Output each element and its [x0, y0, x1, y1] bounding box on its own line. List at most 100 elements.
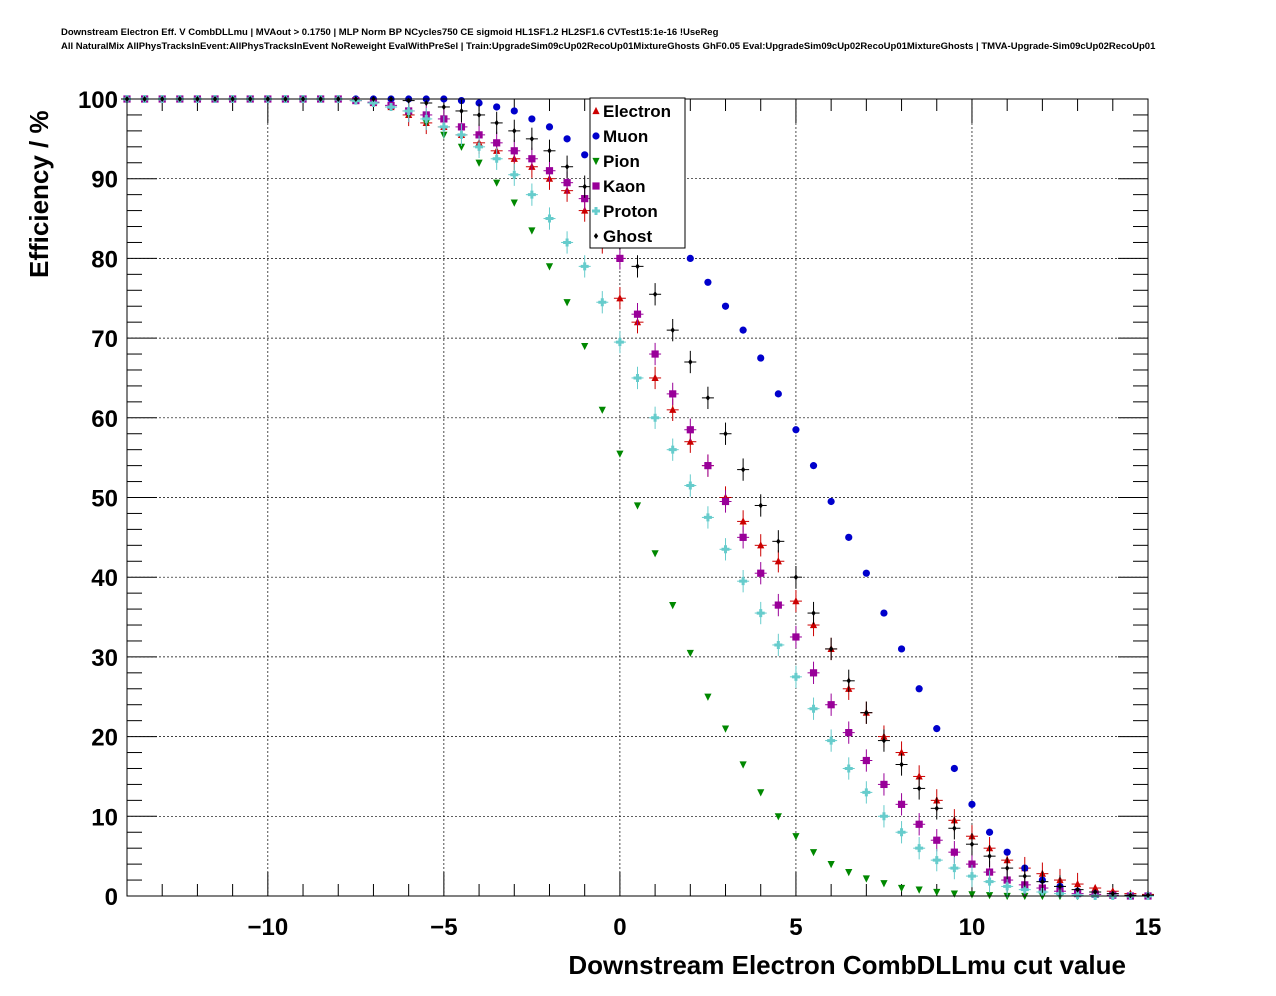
- point-proton: [985, 877, 994, 886]
- point-electron: [581, 206, 589, 214]
- y-tick-label: 100: [78, 87, 118, 114]
- point-muon: [792, 426, 800, 434]
- point-ghost: [899, 761, 904, 768]
- y-tick-label: 10: [91, 804, 118, 831]
- legend-box: [589, 97, 686, 249]
- point-pion: [669, 601, 677, 610]
- legend-marker-electron: [592, 106, 600, 115]
- point-muon: [950, 764, 958, 773]
- point-kaon: [862, 756, 870, 765]
- point-ghost: [793, 574, 799, 581]
- point-proton: [563, 238, 572, 247]
- point-kaon: [528, 155, 536, 163]
- legend-label-ghost: Ghost: [603, 227, 652, 246]
- point-muon: [757, 354, 765, 362]
- point-ghost: [1110, 890, 1115, 897]
- point-muon: [1003, 848, 1011, 856]
- point-electron: [774, 557, 782, 565]
- point-muon: [493, 103, 501, 111]
- point-proton: [527, 190, 536, 199]
- point-pion: [457, 143, 466, 151]
- point-pion: [809, 849, 818, 857]
- point-ghost: [688, 359, 693, 366]
- point-ghost: [1057, 883, 1063, 890]
- y-axis-title: Efficiency / %: [24, 110, 54, 278]
- point-pion: [686, 649, 694, 658]
- point-kaon: [545, 167, 554, 175]
- legend-label-muon: Muon: [603, 127, 648, 146]
- point-pion: [704, 693, 712, 701]
- point-kaon: [616, 254, 624, 262]
- point-electron: [897, 748, 906, 756]
- point-ghost: [1040, 878, 1045, 885]
- point-ghost: [670, 327, 675, 334]
- legend-marker-muon: [592, 132, 600, 140]
- legend: Electron Muon Pion Kaon Proton Ghost: [589, 97, 686, 249]
- chart-title-line-2: All NaturalMix AllPhysTracksInEvent:AllP…: [61, 41, 1156, 52]
- x-tick-label: 0: [613, 914, 626, 941]
- point-ghost: [1004, 865, 1010, 872]
- x-tick-label: 10: [959, 914, 986, 941]
- point-muon: [563, 135, 571, 143]
- point-muon: [933, 725, 941, 733]
- point-proton: [739, 577, 748, 586]
- point-pion: [563, 299, 571, 307]
- point-electron: [757, 541, 765, 549]
- point-ghost: [705, 394, 711, 401]
- point-proton: [492, 154, 501, 163]
- point-ghost: [582, 183, 587, 190]
- point-ghost: [864, 709, 869, 716]
- point-kaon: [721, 497, 730, 506]
- point-pion: [545, 263, 554, 271]
- point-muon: [897, 645, 906, 653]
- point-ghost: [723, 430, 728, 437]
- point-pion: [510, 199, 518, 207]
- point-kaon: [581, 195, 589, 203]
- point-pion: [739, 761, 747, 769]
- point-ghost: [529, 135, 535, 142]
- legend-label-kaon: Kaon: [603, 177, 646, 196]
- point-proton: [668, 445, 677, 454]
- point-muon: [827, 497, 835, 506]
- point-electron: [1073, 879, 1082, 888]
- point-proton: [633, 373, 642, 382]
- point-ghost: [881, 737, 887, 744]
- point-ghost: [652, 291, 658, 298]
- point-proton: [827, 736, 836, 745]
- point-proton: [774, 640, 783, 649]
- point-kaon: [686, 426, 694, 434]
- point-electron: [669, 405, 677, 413]
- legend-label-pion: Pion: [603, 152, 640, 171]
- point-ghost: [459, 107, 464, 114]
- point-proton: [545, 214, 554, 223]
- point-kaon: [757, 569, 765, 577]
- point-electron: [616, 294, 624, 302]
- point-kaon: [968, 860, 976, 868]
- point-kaon: [475, 131, 483, 139]
- point-proton: [457, 130, 466, 139]
- point-muon: [704, 278, 712, 286]
- point-electron: [915, 772, 923, 780]
- point-pion: [757, 789, 765, 797]
- point-pion: [598, 406, 606, 414]
- point-kaon: [880, 780, 888, 789]
- point-proton: [844, 764, 853, 773]
- point-muon: [809, 462, 818, 470]
- point-proton: [422, 114, 431, 123]
- point-ghost: [547, 147, 552, 154]
- point-muon: [528, 115, 536, 123]
- point-proton: [580, 262, 589, 271]
- point-proton: [1020, 885, 1029, 894]
- point-kaon: [563, 179, 571, 187]
- point-proton: [404, 106, 413, 115]
- legend-marker-pion: [592, 157, 600, 166]
- point-muon: [862, 569, 870, 577]
- point-proton: [967, 872, 976, 881]
- point-proton: [475, 142, 484, 151]
- point-ghost: [987, 853, 992, 860]
- point-ghost: [1128, 892, 1133, 899]
- y-tick-label: 20: [91, 725, 118, 752]
- point-kaon: [809, 669, 818, 677]
- point-muon: [545, 123, 554, 131]
